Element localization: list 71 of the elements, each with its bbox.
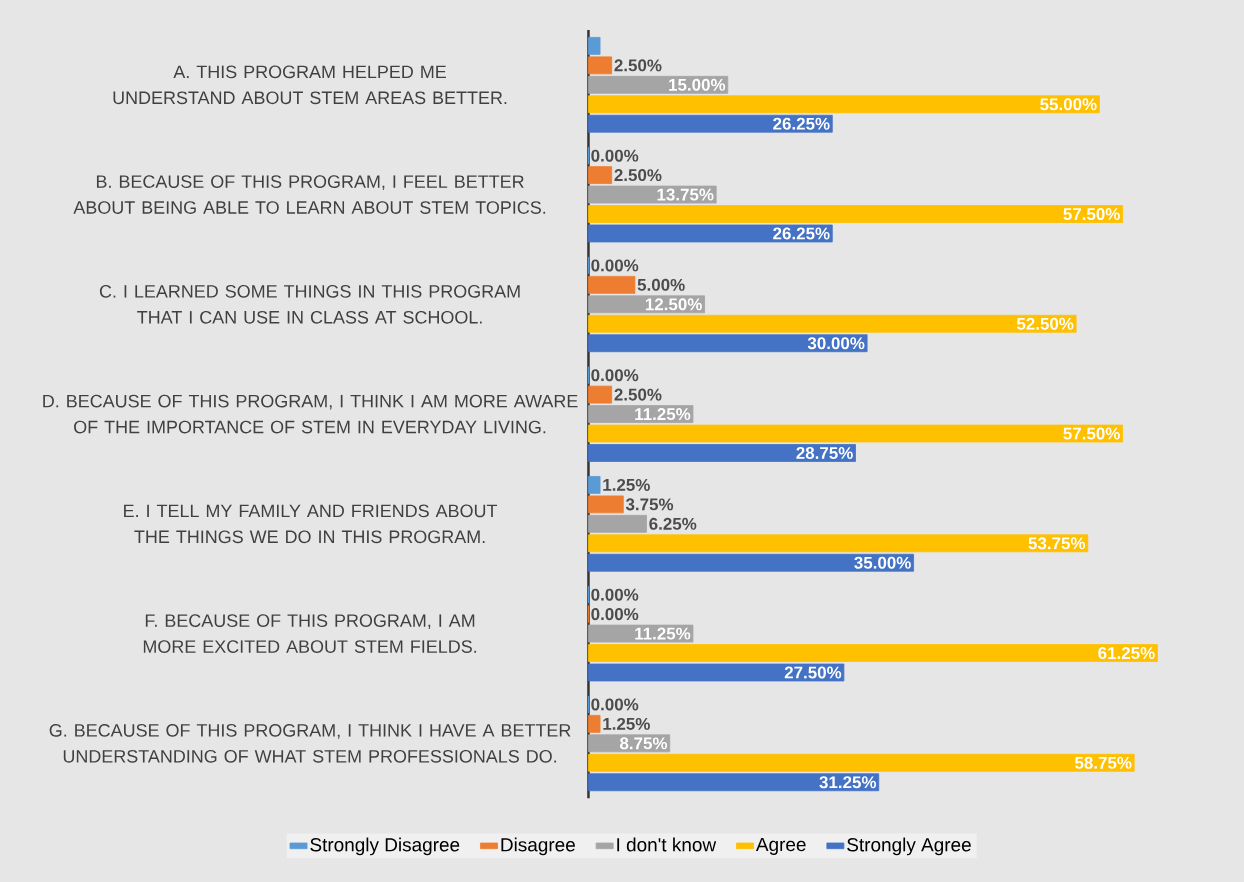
data-label: 1.25% <box>603 478 650 491</box>
bar <box>588 663 845 682</box>
bar <box>588 644 1158 662</box>
bar <box>588 753 1135 772</box>
data-label: 61.25% <box>1098 647 1155 660</box>
bar <box>588 714 601 733</box>
data-label: 5.00% <box>637 278 685 291</box>
data-label: 2.50% <box>614 169 662 182</box>
data-label: 0.00% <box>591 259 639 272</box>
data-label: 15.00% <box>669 78 726 91</box>
bar <box>588 773 880 792</box>
data-label: 28.75% <box>796 446 853 459</box>
bar <box>588 444 856 462</box>
data-label: 3.75% <box>625 498 674 511</box>
data-label: 1.25% <box>603 717 650 730</box>
legend-label: Agree <box>755 837 806 855</box>
data-label: 12.50% <box>645 298 702 311</box>
legend-label: Disagree <box>501 837 575 856</box>
data-label: 0.00% <box>591 369 639 382</box>
data-label: 13.75% <box>657 188 714 201</box>
bar <box>588 224 833 243</box>
data-label: 35.00% <box>854 556 911 569</box>
y-tick-label: D. BECAUSE OF THIS PROGRAM, I THINK I AM MORE AWARE OF THE IMPORTANCE OF STEM IN EVERYDAY LIVING. <box>43 394 578 434</box>
bar <box>588 37 601 55</box>
bar <box>588 424 1123 443</box>
data-label: 31.25% <box>819 776 877 789</box>
data-label: 26.25% <box>773 227 830 240</box>
y-tick-label: F. BECAUSE OF THIS PROGRAM, I AM MORE EXCITED ABOUT STEM FIELDS. <box>143 614 477 653</box>
data-label: 2.50% <box>614 388 662 401</box>
legend-label: Strongly Agree <box>847 837 971 856</box>
bar <box>588 185 717 204</box>
y-tick-label: B. BECAUSE OF THIS PROGRAM, I FEEL BETTER ABOUT BEING ABLE TO LEARN ABOUT STEM TOPICS. <box>73 175 546 214</box>
data-label: 6.25% <box>649 517 697 530</box>
bar <box>588 205 1123 223</box>
bar <box>588 534 1089 553</box>
bar <box>588 476 601 494</box>
data-label: 0.00% <box>591 698 639 711</box>
data-label: 53.75% <box>1028 537 1086 550</box>
data-label: 2.50% <box>614 59 662 72</box>
bar <box>588 114 833 133</box>
data-label: 11.25% <box>635 627 691 640</box>
data-label: 0.00% <box>591 588 639 601</box>
data-label: 30.00% <box>807 337 865 350</box>
data-label: 57.50% <box>1063 427 1120 440</box>
data-label: 11.25% <box>635 408 691 421</box>
data-label: 58.75% <box>1074 756 1132 769</box>
y-tick-label: G. BECAUSE OF THIS PROGRAM, I THINK I HAVE A BETTER UNDERSTANDING OF WHAT STEM PROFESSIONALS DO. <box>49 723 571 763</box>
bar <box>588 495 624 514</box>
y-tick-label: C. I LEARNED SOME THINGS IN THIS PROGRAM THAT I CAN USE IN CLASS AT SCHOOL. <box>99 284 520 324</box>
bar <box>588 385 613 404</box>
y-tick-label: E. I TELL MY FAMILY AND FRIENDS ABOUT THE THINGS WE DO IN THIS PROGRAM. <box>124 504 498 544</box>
bar <box>588 314 1077 333</box>
bar <box>588 624 694 643</box>
data-label: 0.00% <box>591 608 639 621</box>
data-label: 57.50% <box>1063 208 1120 221</box>
bar <box>588 553 914 572</box>
bar <box>588 334 868 353</box>
bar <box>588 166 613 184</box>
data-label: 8.75% <box>619 737 668 750</box>
data-label: 0.00% <box>591 149 639 162</box>
data-label: 26.25% <box>773 117 830 130</box>
bar <box>588 56 613 75</box>
bar <box>588 275 636 294</box>
data-label: 52.50% <box>1016 317 1074 330</box>
legend-label: Strongly Disagree <box>310 837 460 856</box>
y-tick-label: A. THIS PROGRAM HELPED ME UNDERSTAND ABOUT STEM AREAS BETTER. <box>113 65 507 105</box>
legend-label: I don't know <box>617 837 717 852</box>
bar <box>588 514 647 533</box>
data-label: 27.50% <box>784 666 842 679</box>
bar <box>588 95 1100 114</box>
data-label: 55.00% <box>1040 98 1097 111</box>
